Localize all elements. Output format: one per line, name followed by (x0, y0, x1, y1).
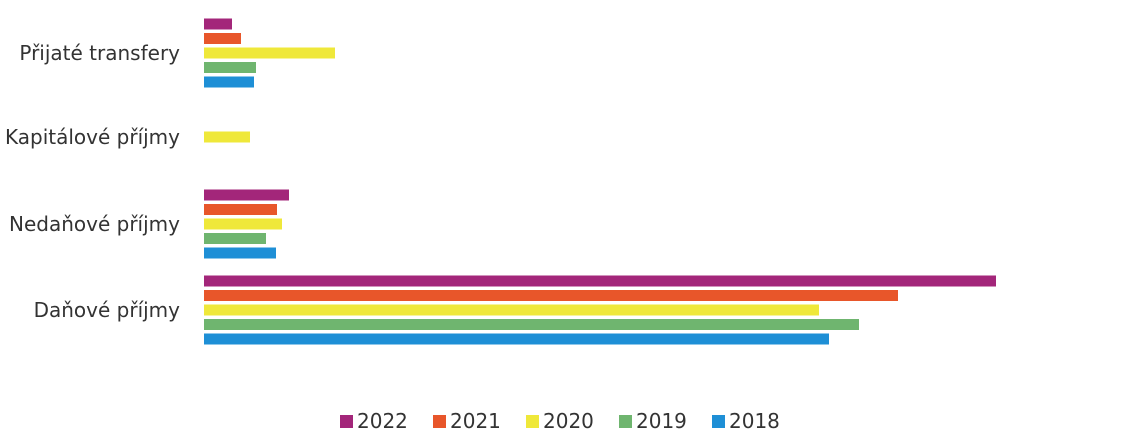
legend-label-2022: 2022 (357, 409, 408, 433)
legend-label-2018: 2018 (729, 409, 780, 433)
category-label-kapitalove-prijmy: Kapitálové příjmy (5, 125, 180, 149)
category-label-danove-prijmy: Daňové příjmy (34, 298, 181, 322)
bar-prijate-transfery-2019 (204, 62, 256, 73)
legend-swatch-2022 (340, 415, 353, 428)
bar-nedanove-prijmy-2022 (204, 189, 289, 201)
legend-swatch-2021 (433, 415, 446, 428)
legend-label-2021: 2021 (450, 409, 501, 433)
bar-nedanove-prijmy-2021 (204, 204, 277, 215)
bar-danove-prijmy-2020 (204, 304, 819, 316)
bar-danove-prijmy-2019 (204, 319, 859, 330)
bar-nedanove-prijmy-2020 (204, 218, 282, 230)
category-labels: Přijaté transfery Kapitálové příjmy Nedaňo… (5, 41, 180, 322)
plot-area (204, 18, 996, 345)
bar-prijate-transfery-2020 (204, 47, 335, 59)
legend-swatch-2019 (619, 415, 632, 428)
legend-label-2020: 2020 (543, 409, 594, 433)
bar-nedanove-prijmy-2019 (204, 233, 266, 244)
bar-nedanove-prijmy-2018 (204, 247, 276, 259)
legend: 2022 2021 2020 2019 2018 (340, 409, 780, 433)
bar-danove-prijmy-2018 (204, 333, 829, 345)
legend-swatch-2018 (712, 415, 725, 428)
bar-prijate-transfery-2022 (204, 18, 232, 30)
bar-kapitalove-prijmy-2020 (204, 131, 250, 143)
category-label-nedanove-prijmy: Nedaňové příjmy (9, 212, 180, 236)
bar-danove-prijmy-2022 (204, 275, 996, 287)
legend-swatch-2020 (526, 415, 539, 428)
bar-prijate-transfery-2018 (204, 76, 254, 88)
bar-prijate-transfery-2021 (204, 33, 241, 44)
bar-danove-prijmy-2021 (204, 290, 898, 301)
category-label-prijate-transfery: Přijaté transfery (19, 41, 180, 65)
legend-label-2019: 2019 (636, 409, 687, 433)
